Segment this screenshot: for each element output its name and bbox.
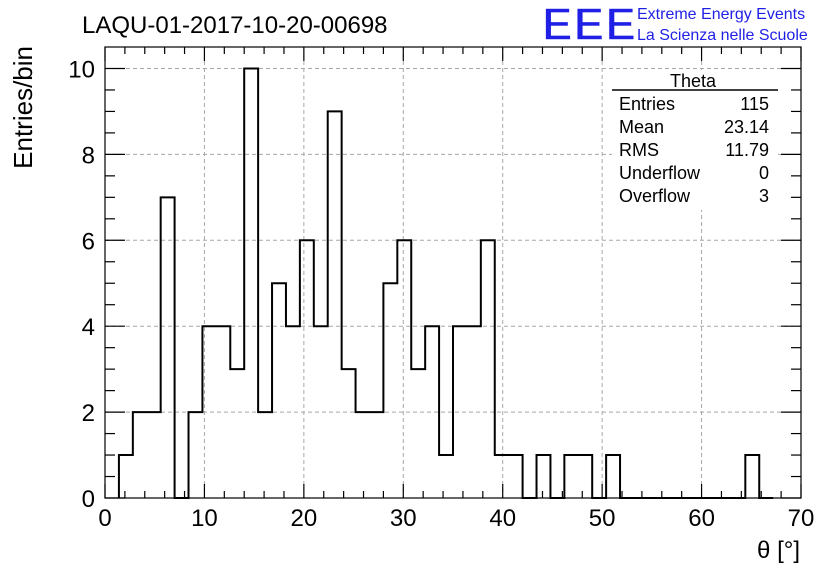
x-tick-label: 0 xyxy=(98,505,111,532)
histogram-bin xyxy=(564,455,578,498)
x-tick-label: 50 xyxy=(589,505,616,532)
histogram-bin xyxy=(745,455,759,498)
x-axis-label: θ [°] xyxy=(757,537,800,564)
histogram-bin xyxy=(202,326,216,498)
histogram-bin xyxy=(425,326,439,498)
y-axis-label: Entries/bin xyxy=(8,46,38,169)
y-tick-label: 0 xyxy=(82,486,95,513)
x-tick-label: 70 xyxy=(788,505,815,532)
eee-logo: EEE xyxy=(542,0,637,50)
histogram-bin xyxy=(314,326,328,498)
x-tick-label: 10 xyxy=(191,505,218,532)
run-title: LAQU-01-2017-10-20-00698 xyxy=(82,12,388,39)
histogram-bin xyxy=(342,369,356,498)
x-tick-label: 40 xyxy=(489,505,516,532)
x-tick-label: 30 xyxy=(390,505,417,532)
project-name: Extreme Energy Events xyxy=(637,6,805,23)
stats-label: Mean xyxy=(619,117,664,137)
histogram-bin xyxy=(230,369,244,498)
y-tick-label: 6 xyxy=(82,228,95,255)
histogram-bin xyxy=(606,455,620,498)
stats-title: Theta xyxy=(670,71,717,91)
histogram-bin xyxy=(189,412,203,498)
histogram-bin xyxy=(258,412,272,498)
histogram-bin xyxy=(397,240,411,498)
histogram-bin xyxy=(467,326,481,498)
x-tick-label: 60 xyxy=(688,505,715,532)
histogram-bin xyxy=(272,283,286,498)
histogram-bin xyxy=(356,412,370,498)
stats-value: 23.14 xyxy=(724,117,769,137)
x-tick-label: 20 xyxy=(291,505,318,532)
histogram-outline xyxy=(117,67,774,499)
histogram-bin xyxy=(244,68,258,498)
histogram-bin xyxy=(453,326,467,498)
histogram-bin xyxy=(578,455,592,498)
stats-label: Entries xyxy=(619,94,675,114)
histogram-bin xyxy=(439,455,453,498)
stats-box: Theta Entries 115 Mean 23.14 RMS 11.79 Underfl… xyxy=(612,70,778,210)
project-subtitle: La Scienza nelle Scuole xyxy=(637,27,808,44)
histogram-bin xyxy=(328,111,342,498)
histogram-series xyxy=(117,67,774,499)
histogram-bin xyxy=(300,240,314,498)
y-tick-label: 8 xyxy=(82,142,95,169)
histogram-bin xyxy=(369,412,383,498)
histogram-bin xyxy=(509,455,523,498)
histogram-bin xyxy=(481,240,495,498)
histogram-bin xyxy=(161,197,175,498)
histogram-bin xyxy=(147,412,161,498)
histogram-bin xyxy=(411,369,425,498)
plot-frame xyxy=(104,46,802,499)
stats-label: RMS xyxy=(619,140,659,160)
histogram-bin xyxy=(537,455,551,498)
stats-label: Underflow xyxy=(619,163,701,183)
stats-value: 11.79 xyxy=(725,140,769,160)
stats-value: 115 xyxy=(740,94,769,114)
stats-label: Overflow xyxy=(619,186,691,206)
histogram-bin xyxy=(133,412,147,498)
histogram-bin xyxy=(286,326,300,498)
stats-value: 3 xyxy=(759,186,769,206)
histogram-bin xyxy=(216,326,230,498)
histogram-bin xyxy=(119,455,133,498)
y-tick-label: 10 xyxy=(68,56,95,83)
stats-box-background xyxy=(612,70,778,210)
y-tick-label: 2 xyxy=(82,400,95,427)
histogram-bin xyxy=(495,455,509,498)
histogram-bin xyxy=(383,283,397,498)
y-tick-label: 4 xyxy=(82,314,95,341)
stats-value: 0 xyxy=(759,163,769,183)
